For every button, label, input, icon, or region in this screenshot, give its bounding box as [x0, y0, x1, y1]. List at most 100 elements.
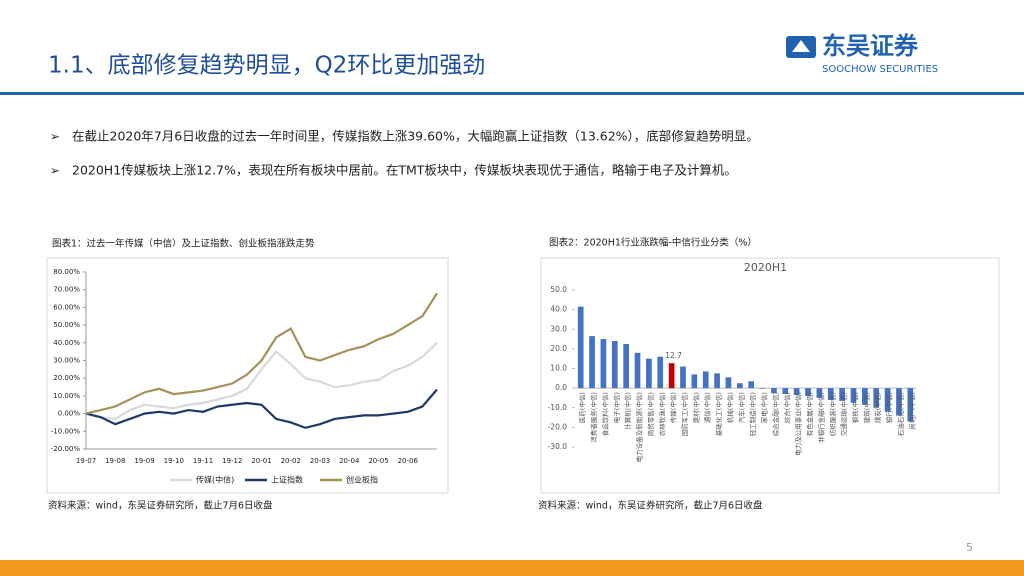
x-tick-label: 消费者服务(中信) [589, 392, 598, 443]
bar [577, 306, 584, 389]
bar [816, 388, 823, 398]
bullet-marker: ➢ [50, 130, 60, 144]
chart-source: 资料来源：wind，东吴证券研究所，截止7月6日收盘 [48, 500, 273, 512]
bullet: 2020H1传媒板块上涨12.7%，表现在所有板块中居前。在TMT板块中，传媒板… [72, 163, 737, 178]
x-tick-label: 20-02 [281, 457, 301, 465]
footer-bar [0, 560, 1024, 576]
x-tick-label: 银行(中信) [885, 392, 894, 423]
y-tick-label: -30.0 [548, 442, 568, 451]
bar [657, 356, 664, 389]
bar [736, 383, 743, 389]
x-tick-label: 轻工制造(中信) [748, 392, 757, 436]
y-tick-label: 20.00% [53, 374, 80, 382]
x-tick-label: 交通运输(中信) [839, 392, 848, 436]
bar [805, 388, 811, 396]
x-tick-label: 纺织服装(中信) [828, 392, 837, 436]
y-tick-label: -10.0 [548, 403, 568, 412]
legend-label: 创业板指 [346, 475, 378, 485]
line-series [85, 388, 438, 429]
data-label: 12.7 [665, 351, 682, 360]
chart-title: 图表2：2020H1行业涨跌幅-中信行业分类（%） [549, 237, 757, 249]
bar [748, 381, 755, 389]
x-tick-label: 20-06 [398, 457, 419, 465]
x-tick-label: 综合(中信) [782, 392, 791, 423]
legend-label: 上证指数 [271, 475, 303, 485]
x-tick-label: 基础化工(中信) [714, 392, 723, 436]
bar [827, 388, 834, 400]
bar [691, 374, 698, 389]
y-tick-label: 0.00% [58, 410, 81, 418]
y-tick-label: 80.00% [53, 268, 80, 276]
slide-title: 1.1、底部修复趋势明显，Q2环比更加强劲 [48, 53, 485, 79]
y-tick-label: 30.0 [550, 324, 567, 333]
logo: 东吴证券 SOOCHOW SECURITIES [786, 32, 938, 75]
x-tick-label: 有色金属(中信) [805, 392, 814, 436]
x-tick-label: 煤炭(中信) [873, 392, 882, 423]
logo-mark [792, 40, 810, 52]
bar [850, 388, 857, 403]
x-tick-label: 20-05 [368, 457, 388, 465]
y-tick-label: 40.0 [550, 305, 567, 314]
x-tick-label: 20-04 [339, 457, 360, 465]
y-tick-label: 0.0 [555, 383, 567, 392]
x-tick-label: 医药(中信) [578, 392, 587, 423]
x-tick-label: 综合金融(中信) [771, 392, 780, 436]
y-tick-label: -20.0 [548, 422, 568, 431]
x-tick-label: 机械(中信) [725, 392, 734, 423]
bar [714, 373, 720, 389]
x-tick-label: 商贸零售(中信) [646, 392, 655, 436]
y-tick-label: 30.00% [53, 357, 80, 365]
x-tick-label: 电力设备及新能源(中信) [635, 392, 644, 462]
x-tick-label: 电子(中信) [612, 392, 621, 423]
y-tick-label: 70.00% [53, 286, 80, 294]
x-tick-label: 19-12 [222, 457, 242, 465]
bar [771, 388, 777, 394]
x-tick-label: 20-03 [310, 457, 330, 465]
bar [702, 371, 709, 389]
chart-subtitle: 2020H1 [744, 261, 787, 274]
y-tick-label: 50.00% [53, 321, 80, 329]
x-tick-label: 钢铁(中信) [850, 392, 859, 423]
x-tick-label: 家电(中信) [760, 392, 769, 423]
y-tick-label: 10.0 [550, 364, 567, 373]
x-tick-label: 汽车(中信) [737, 392, 746, 423]
bar [600, 339, 607, 389]
line-series [85, 292, 438, 415]
bullet: 在截止2020年7月6日收盘的过去一年时间里，传媒指数上涨39.60%，大幅跑赢… [72, 129, 759, 144]
bar [896, 388, 902, 416]
y-tick-label: 60.00% [53, 303, 80, 311]
x-tick-label: 房地产(中信) [907, 392, 916, 430]
page-number: 5 [966, 541, 973, 554]
x-tick-label: 20-01 [251, 457, 271, 465]
bar [589, 336, 595, 389]
bar [646, 358, 652, 389]
x-tick-label: 食品饮料(中信) [600, 392, 609, 436]
bar [634, 352, 641, 389]
bar [611, 341, 618, 389]
x-tick-label: 农林牧渔(中信) [657, 392, 666, 436]
x-tick-label: 19-07 [76, 457, 96, 465]
bar [873, 388, 880, 408]
line-series [85, 342, 438, 421]
x-tick-label: 19-08 [105, 457, 125, 465]
bar [759, 388, 766, 389]
bar [725, 377, 732, 389]
x-tick-label: 建材(中信) [691, 392, 700, 423]
y-tick-label: 40.00% [53, 339, 80, 347]
bar [839, 388, 845, 401]
x-tick-label: 非银行金融(中信) [816, 392, 825, 443]
chart-frame [46, 257, 449, 494]
chart-title: 图表1：过去一年传媒（中信）及上证指数、创业板指涨跌走势 [52, 238, 315, 250]
y-tick-label: 50.0 [550, 285, 567, 294]
y-tick-label: -10.00% [51, 427, 81, 435]
y-tick-label: 20.0 [550, 344, 567, 353]
x-tick-label: 石油石化(中信) [896, 392, 905, 436]
bar [907, 388, 914, 422]
x-tick-label: 国防军工(中信) [680, 392, 689, 436]
x-tick-label: 计算机(中信) [623, 392, 632, 430]
bar [862, 388, 868, 405]
y-tick-label: 10.00% [53, 392, 80, 400]
